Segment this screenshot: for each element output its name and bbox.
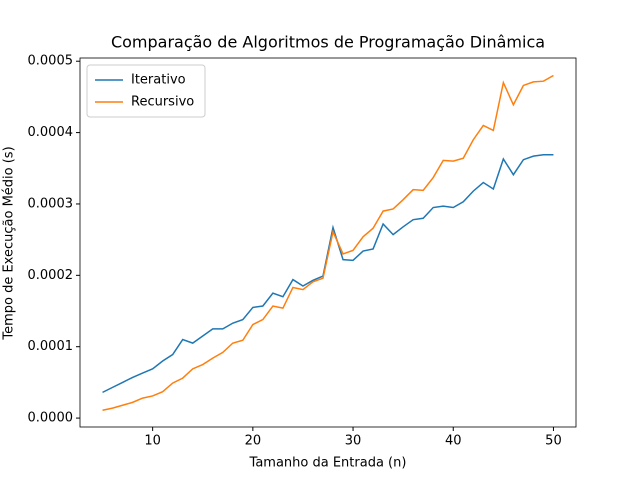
y-tick-label: 0.0004 — [28, 125, 74, 140]
x-tick-label: 10 — [144, 434, 161, 449]
plot-frame — [79, 57, 577, 428]
x-tick-label: 20 — [245, 434, 262, 449]
chart-title: Comparação de Algoritmos de Programação … — [111, 33, 545, 52]
x-tick-label: 40 — [445, 434, 462, 449]
x-tick-label: 50 — [545, 434, 562, 449]
line — [102, 74, 554, 411]
legend-box — [86, 64, 206, 118]
legend-label: Iterativo — [131, 73, 186, 88]
y-tick-label: 0.0003 — [28, 196, 74, 211]
y-tick-label: 0.0000 — [28, 411, 74, 426]
line — [102, 153, 554, 394]
y-axis-label: Tempo de Execução Médio (s) — [2, 146, 17, 340]
legend-label: Recursivo — [131, 95, 194, 110]
x-tick-label: 30 — [345, 434, 362, 449]
x-axis-label: Tamanho da Entrada (n) — [249, 456, 407, 471]
y-tick-label: 0.0002 — [28, 268, 74, 283]
y-tick-label: 0.0001 — [28, 339, 74, 354]
y-tick-label: 0.0005 — [28, 54, 74, 69]
